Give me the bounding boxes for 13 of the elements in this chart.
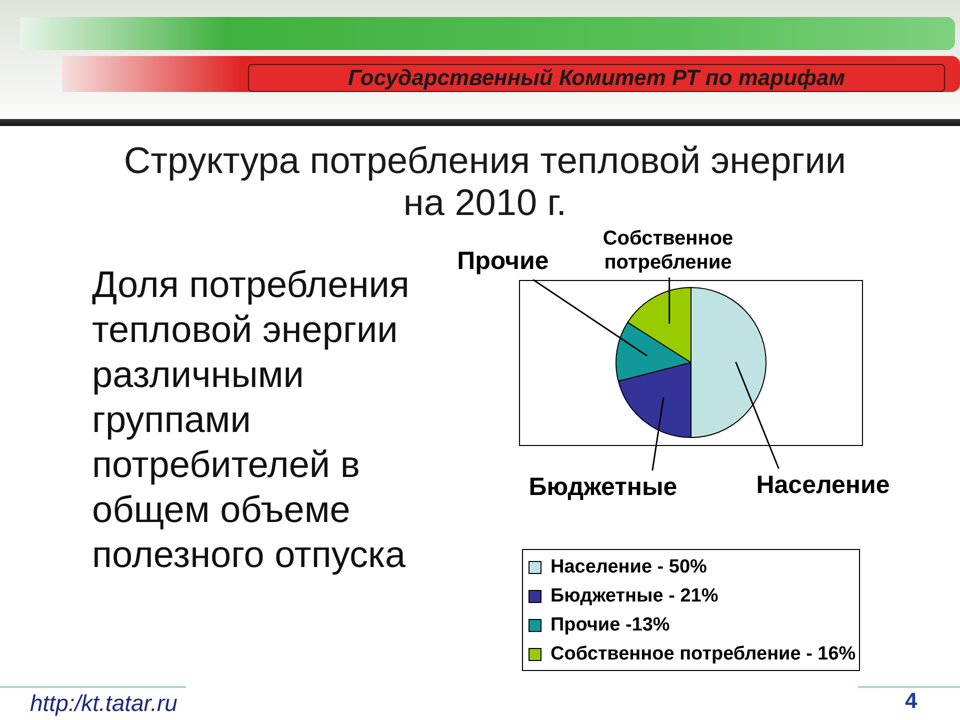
text: Бюджетные: [528, 472, 678, 501]
text: Доля потребления тепловой энергии различными группами потребителей в общем объеме полезного отпуска: [92, 263, 410, 577]
legend-label: Население - 50%: [550, 556, 708, 578]
legend-label: Бюджетные - 21%: [550, 586, 718, 607]
chart-title: Структура потребления тепловой энергии на 2010 г.: [122, 140, 848, 224]
text: Государственный Комитет РТ по тарифам: [248, 64, 945, 92]
text: Собственное потребление: [602, 228, 734, 274]
legend-label: Прочие -13%: [550, 614, 670, 636]
legend-label: Собственное потребление - 16%: [550, 644, 856, 665]
text: 4: [905, 688, 918, 714]
text: Население: [756, 470, 890, 499]
text: Прочие: [457, 246, 549, 275]
text: http:/kt.tatar.ru: [30, 690, 178, 717]
